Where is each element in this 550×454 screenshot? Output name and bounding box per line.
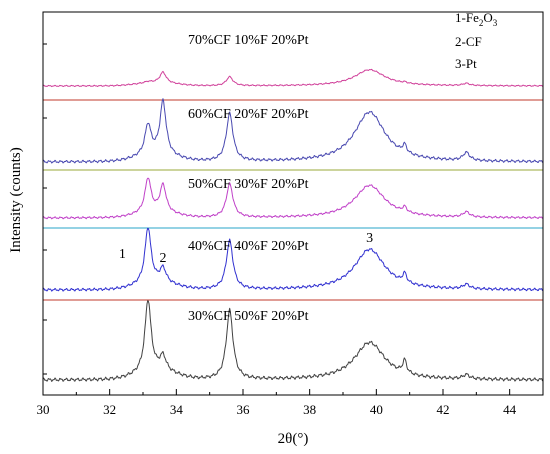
- peak-label: 1: [119, 247, 126, 262]
- x-tick-label: 44: [503, 402, 517, 417]
- series-label: 60%CF 20%F 20%Pt: [188, 107, 309, 122]
- baseline-group: [43, 99, 543, 301]
- peak-label-group: 1 2 3: [119, 231, 373, 266]
- legend-item: 3-Pt: [455, 56, 477, 71]
- y-axis-label: Intensity (counts): [8, 147, 24, 252]
- series-label: 40%CF 40%F 20%Pt: [188, 239, 309, 254]
- series-label: 30%CF 50%F 20%Pt: [188, 309, 309, 324]
- x-tick-label: 32: [103, 402, 116, 417]
- x-tick-label: 30: [37, 402, 50, 417]
- xrd-trace: [42, 68, 544, 88]
- xrd-trace: [42, 177, 544, 220]
- trace-group: [42, 68, 544, 382]
- x-tick-label: 40: [370, 402, 383, 417]
- x-axis-label: 2θ(°): [278, 431, 309, 447]
- legend-item: 1-Fe2O3: [455, 10, 498, 28]
- peak-label: 3: [366, 231, 373, 246]
- x-tick-label: 36: [237, 402, 251, 417]
- x-tick-label: 38: [303, 402, 316, 417]
- xrd-trace: [42, 227, 544, 292]
- series-label-group: 70%CF 10%F 20%Pt 60%CF 20%F 20%Pt 50%CF 30…: [188, 33, 309, 324]
- peak-label: 2: [160, 251, 167, 266]
- x-tick-label: 34: [170, 402, 184, 417]
- xrd-trace: [42, 98, 544, 164]
- legend-item: 2-CF: [455, 34, 482, 49]
- series-label: 70%CF 10%F 20%Pt: [188, 33, 309, 48]
- legend: 1-Fe2O3 2-CF 3-Pt: [455, 10, 498, 71]
- plot-frame: [42, 11, 544, 396]
- x-tick-label: 42: [437, 402, 450, 417]
- xrd-trace: [42, 300, 544, 382]
- series-label: 50%CF 30%F 20%Pt: [188, 177, 309, 192]
- x-tick-group: 30 32 34 36 38 40 42 44: [37, 389, 544, 417]
- y-tick-group: [43, 43, 47, 375]
